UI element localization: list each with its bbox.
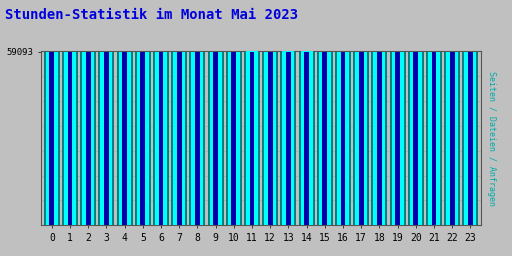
Bar	[353, 52, 369, 225]
Bar	[317, 51, 333, 225]
Text: Stunden-Statistik im Monat Mai 2023: Stunden-Statistik im Monat Mai 2023	[5, 8, 298, 22]
Bar	[44, 52, 60, 225]
Bar	[119, 52, 131, 225]
Bar	[464, 52, 476, 225]
Bar	[462, 52, 478, 225]
Bar	[209, 52, 222, 225]
Bar	[135, 52, 151, 225]
Bar	[335, 52, 351, 225]
Bar	[244, 51, 260, 225]
Bar	[264, 51, 276, 225]
Bar	[140, 52, 145, 225]
Y-axis label: Seiten / Dateien / Anfragen: Seiten / Dateien / Anfragen	[487, 71, 496, 206]
Bar	[137, 52, 149, 225]
Bar	[373, 52, 386, 225]
Bar	[450, 52, 455, 225]
Bar	[428, 52, 440, 225]
Bar	[80, 52, 96, 225]
Bar	[444, 52, 460, 225]
Bar	[340, 52, 346, 225]
Bar	[323, 52, 327, 225]
Bar	[413, 52, 418, 225]
Bar	[177, 52, 182, 225]
Bar	[298, 51, 314, 225]
Bar	[432, 52, 436, 225]
Bar	[468, 52, 473, 225]
Bar	[250, 52, 254, 225]
Bar	[208, 52, 224, 225]
Bar	[355, 52, 367, 225]
Bar	[195, 52, 200, 225]
Bar	[446, 52, 458, 225]
Bar	[228, 51, 240, 225]
Bar	[281, 51, 296, 225]
Bar	[104, 52, 109, 225]
Bar	[392, 52, 403, 225]
Bar	[159, 52, 163, 225]
Bar	[122, 52, 127, 225]
Bar	[68, 52, 73, 225]
Bar	[226, 51, 242, 225]
Bar	[283, 51, 294, 225]
Bar	[64, 52, 76, 225]
Bar	[171, 52, 187, 225]
Bar	[337, 52, 349, 225]
Bar	[410, 52, 422, 225]
Bar	[100, 52, 113, 225]
Bar	[86, 52, 91, 225]
Bar	[268, 52, 272, 225]
Bar	[301, 51, 313, 225]
Bar	[390, 52, 406, 225]
Bar	[426, 52, 442, 225]
Bar	[286, 52, 291, 225]
Bar	[173, 52, 185, 225]
Bar	[371, 52, 388, 225]
Bar	[155, 52, 167, 225]
Bar	[46, 52, 58, 225]
Bar	[359, 52, 364, 225]
Bar	[262, 51, 278, 225]
Bar	[191, 52, 203, 225]
Bar	[408, 52, 424, 225]
Bar	[231, 52, 236, 225]
Bar	[117, 52, 133, 225]
Bar	[189, 52, 205, 225]
Bar	[82, 52, 94, 225]
Bar	[304, 52, 309, 225]
Bar	[319, 51, 331, 225]
Bar	[50, 52, 54, 225]
Bar	[153, 52, 169, 225]
Bar	[98, 52, 115, 225]
Bar	[246, 51, 258, 225]
Bar	[62, 52, 78, 225]
Bar	[395, 52, 400, 225]
Bar	[213, 52, 218, 225]
Bar	[377, 52, 382, 225]
